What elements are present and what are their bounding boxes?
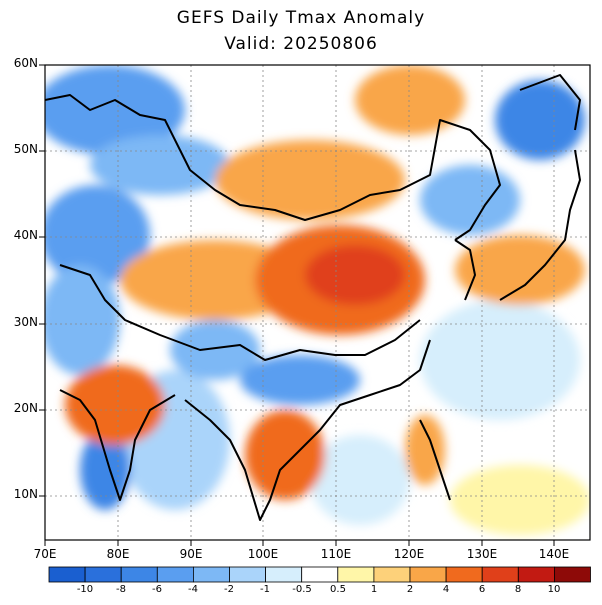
cool-anomaly-okhotsk [495, 80, 585, 160]
lat-label-50n: 50N [13, 142, 38, 156]
colorbar-label: -1 [260, 584, 270, 595]
lon-label-90e: 90E [179, 547, 203, 561]
lon-label-120e: 120E [393, 547, 425, 561]
colorbar-cell [84, 566, 122, 583]
colorbar-cell [554, 566, 591, 583]
colorbar-label: 1 [370, 584, 378, 595]
colorbar-label: -10 [76, 584, 94, 595]
cool-anomaly-yunnan [240, 355, 360, 405]
colorbar-cell [517, 566, 555, 583]
colorbar-label: 6 [478, 584, 486, 595]
colorbar-cell [156, 566, 194, 583]
colorbar-cell [48, 566, 86, 583]
chart-title: GEFS Daily Tmax Anomaly [176, 8, 426, 28]
colorbar-cell [120, 566, 158, 583]
colorbar-cell [192, 566, 230, 583]
lat-label-10n: 10N [13, 487, 38, 501]
map-frame [44, 64, 591, 541]
colorbar-label: -6 [152, 584, 162, 595]
warm-anomaly-india [65, 365, 165, 445]
chart-subtitle: Valid: 20250806 [224, 34, 378, 54]
colorbar-label: -8 [116, 584, 126, 595]
warm-anomaly-philippines [405, 415, 445, 485]
cool-anomaly-pakistan [45, 265, 120, 375]
colorbar-cell [337, 566, 375, 583]
colorbar-cell [409, 566, 447, 583]
colorbar-cell [229, 566, 266, 583]
colorbar-label: 10 [547, 584, 561, 595]
warm-anomaly-mongolia [215, 140, 405, 220]
lat-label-40n: 40N [13, 228, 38, 242]
cool-anomaly-manchuria [420, 165, 520, 235]
coastlines [45, 74, 581, 521]
warm-anomaly-indochina [245, 410, 325, 500]
lon-label-80e: 80E [106, 547, 130, 561]
warm-anomaly-tropical-pacific [450, 465, 590, 535]
lon-label-110e: 110E [320, 547, 352, 561]
lat-label-20n: 20N [13, 401, 38, 415]
colorbar-label: -2 [224, 584, 234, 595]
colorbar-cell [301, 566, 339, 583]
colorbar-cell [445, 566, 483, 583]
lon-label-130e: 130E [466, 547, 498, 561]
cool-anomaly-s-china-sea [310, 435, 410, 525]
colorbar-label: 0.5 [330, 584, 346, 595]
lon-label-140e: 140E [538, 547, 570, 561]
colorbar [48, 566, 591, 583]
lat-label-60n: 60N [13, 56, 38, 70]
cool-anomaly-tibet [170, 320, 260, 380]
cool-anomaly-kazakhstan [90, 135, 230, 195]
colorbar-cell [481, 566, 519, 583]
colorbar-label: 4 [442, 584, 450, 595]
cool-anomaly-west-siberia [45, 65, 185, 155]
lat-label-30n: 30N [13, 315, 38, 329]
colorbar-label: -4 [188, 584, 198, 595]
lon-label-70e: 70E [33, 547, 57, 561]
cool-anomaly-central-asia [45, 185, 150, 285]
warm-anomaly-core [305, 245, 405, 305]
colorbar-label: 8 [514, 584, 522, 595]
colorbar-label: 2 [406, 584, 414, 595]
colorbar-cell [373, 566, 411, 583]
colorbar-cell [265, 566, 303, 583]
colorbar-label: -0.5 [292, 584, 312, 595]
warm-anomaly-korea-japan [455, 235, 585, 305]
cool-anomaly-w-pacific [420, 300, 580, 420]
lon-label-100e: 100E [247, 547, 279, 561]
warm-anomaly-n-mongolia [355, 65, 465, 135]
axis-ticks [39, 64, 555, 546]
